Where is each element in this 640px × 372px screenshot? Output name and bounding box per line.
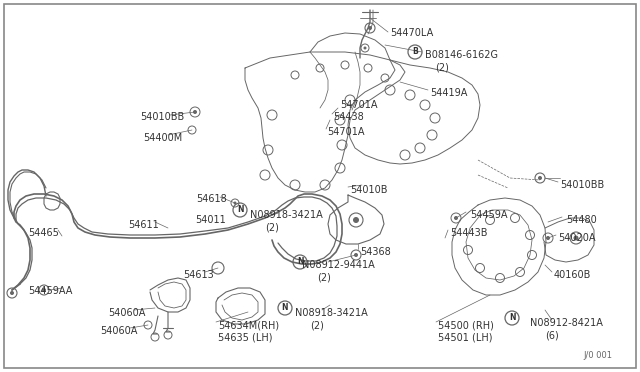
Text: (2): (2) — [310, 320, 324, 330]
Text: 54400M: 54400M — [143, 133, 182, 143]
Text: (2): (2) — [265, 222, 279, 232]
Text: 54010B: 54010B — [350, 185, 387, 195]
Text: N: N — [237, 205, 243, 215]
Circle shape — [538, 176, 542, 180]
Circle shape — [546, 236, 550, 240]
Text: N08918-3421A: N08918-3421A — [250, 210, 323, 220]
Text: N08912-9441A: N08912-9441A — [302, 260, 375, 270]
Text: 54368: 54368 — [360, 247, 391, 257]
Circle shape — [454, 216, 458, 220]
Text: 54419A: 54419A — [430, 88, 467, 98]
Text: 54020A: 54020A — [558, 233, 595, 243]
Text: (2): (2) — [317, 272, 331, 282]
Text: 54459A: 54459A — [470, 210, 508, 220]
Text: 40160B: 40160B — [554, 270, 591, 280]
Text: J/0 001: J/0 001 — [583, 351, 612, 360]
Circle shape — [42, 288, 46, 292]
Circle shape — [368, 26, 372, 30]
Circle shape — [354, 253, 358, 257]
Text: 54459AA: 54459AA — [28, 286, 72, 296]
Text: 54060A: 54060A — [100, 326, 138, 336]
Text: N08912-8421A: N08912-8421A — [530, 318, 603, 328]
Text: 54443B: 54443B — [450, 228, 488, 238]
Circle shape — [10, 291, 14, 295]
Text: (6): (6) — [545, 330, 559, 340]
Text: N: N — [282, 304, 288, 312]
Text: 54010BB: 54010BB — [560, 180, 604, 190]
Text: 54501 (LH): 54501 (LH) — [438, 332, 493, 342]
Text: 54438: 54438 — [333, 112, 364, 122]
Circle shape — [353, 217, 359, 223]
Text: N: N — [509, 314, 515, 323]
Text: 54060A: 54060A — [108, 308, 145, 318]
Circle shape — [234, 202, 237, 205]
Circle shape — [573, 235, 579, 241]
Text: 54701A: 54701A — [340, 100, 378, 110]
Text: 54634M(RH): 54634M(RH) — [218, 320, 279, 330]
Text: 54611: 54611 — [128, 220, 159, 230]
Text: 54613: 54613 — [183, 270, 214, 280]
Text: 54500 (RH): 54500 (RH) — [438, 320, 494, 330]
Text: 54010BB: 54010BB — [140, 112, 184, 122]
Text: 54011: 54011 — [195, 215, 226, 225]
Text: 54618: 54618 — [196, 194, 227, 204]
Text: (2): (2) — [435, 62, 449, 72]
Circle shape — [364, 46, 367, 49]
Text: B: B — [412, 48, 418, 57]
Circle shape — [193, 110, 197, 114]
Text: 54701A: 54701A — [327, 127, 365, 137]
Text: N08918-3421A: N08918-3421A — [295, 308, 368, 318]
Text: 54480: 54480 — [566, 215, 596, 225]
Text: 54465: 54465 — [28, 228, 59, 238]
Text: B08146-6162G: B08146-6162G — [425, 50, 498, 60]
Text: 54470LA: 54470LA — [390, 28, 433, 38]
Text: 54635 (LH): 54635 (LH) — [218, 332, 273, 342]
Text: N: N — [297, 257, 303, 266]
